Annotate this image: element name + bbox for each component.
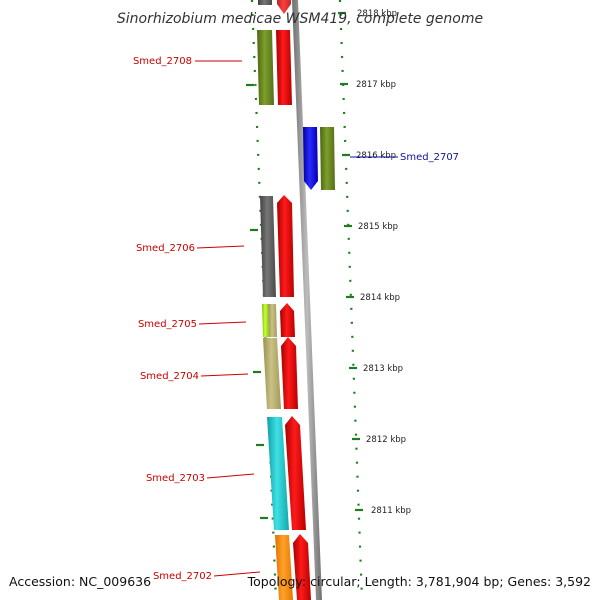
gene-label-smed-2707[interactable]: Smed_2707 (400, 152, 459, 163)
cog-column (257, 0, 293, 600)
cds-2703 (285, 416, 306, 530)
cog-block-2702 (275, 535, 293, 600)
forward-cds (276, 0, 311, 600)
cog-block-2704 (263, 338, 281, 409)
tick-labels: 2818 kbp 2817 kbp 2816 kbp 2815 kbp 2814… (356, 9, 411, 516)
genome-backbone (292, 0, 322, 600)
gene-label-smed-2703[interactable]: Smed_2703 (146, 473, 205, 484)
cog-block-2705 (262, 304, 269, 337)
cds-top (277, 0, 291, 14)
gene-label-smed-2706[interactable]: Smed_2706 (136, 243, 195, 254)
tick-label: 2815 kbp (358, 222, 398, 232)
cog-block-2705b (268, 304, 277, 337)
tick-label: 2818 kbp (357, 9, 397, 19)
cog-block-2708 (257, 30, 274, 105)
gene-label-smed-2705[interactable]: Smed_2705 (138, 319, 197, 330)
label-leaders (195, 60, 398, 577)
tick-label: 2814 kbp (360, 293, 400, 303)
tick-label: 2816 kbp (356, 151, 396, 161)
gene-label-smed-2702[interactable]: Smed_2702 (153, 571, 212, 582)
cds-2708 (276, 30, 292, 105)
accession-text: Accession: NC_009636 (9, 574, 151, 589)
cds-2705 (280, 303, 295, 337)
tick-label: 2813 kbp (363, 364, 403, 374)
cds-2706 (277, 195, 294, 297)
map-title: Sinorhizobium medicae WSM419, complete g… (117, 11, 483, 27)
cog-block-2706 (260, 196, 276, 297)
cds-2704 (281, 337, 298, 409)
cds-2702 (293, 534, 311, 600)
tick-label: 2817 kbp (356, 80, 396, 90)
gene-label-smed-2704[interactable]: Smed_2704 (140, 371, 199, 382)
cog-block-2708-top (258, 0, 272, 5)
topology-text: Topology: circular; Length: 3,781,904 bp… (247, 574, 591, 589)
tick-label: 2811 kbp (371, 506, 411, 516)
tick-label: 2812 kbp (366, 435, 406, 445)
cog-block-2703 (267, 417, 289, 530)
gene-label-smed-2708[interactable]: Smed_2708 (133, 56, 192, 67)
reverse-cds (303, 127, 335, 190)
gene-labels: Smed_2708 Smed_2707 Smed_2706 Smed_2705 … (133, 56, 459, 582)
ruler-ticks (246, 11, 363, 520)
cog-block-2707 (320, 127, 335, 190)
cds-2707 (303, 127, 318, 190)
